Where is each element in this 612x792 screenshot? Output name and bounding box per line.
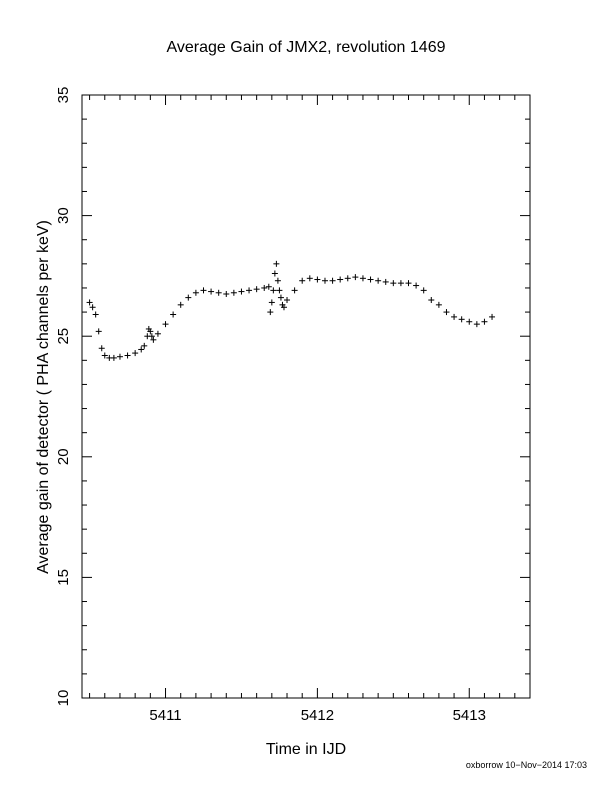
data-point	[280, 304, 287, 311]
data-point	[138, 346, 145, 353]
data-point	[170, 311, 177, 318]
data-point	[277, 294, 284, 301]
data-point	[147, 328, 154, 335]
data-point	[154, 330, 161, 337]
data-point	[435, 301, 442, 308]
data-point	[253, 286, 260, 293]
data-point	[246, 287, 253, 294]
data-point	[101, 352, 108, 359]
data-point	[306, 275, 313, 282]
data-point	[284, 297, 291, 304]
data-point	[397, 280, 404, 287]
data-point	[267, 309, 274, 316]
plot-frame	[81, 94, 531, 699]
x-tick-label: 5411	[149, 707, 181, 724]
data-point	[215, 289, 222, 296]
data-point	[352, 274, 359, 281]
y-tick-label: 15	[55, 569, 72, 586]
y-tick-label: 10	[55, 690, 72, 707]
data-point	[443, 309, 450, 316]
data-point	[382, 278, 389, 285]
data-point	[132, 350, 139, 357]
y-tick-label: 35	[55, 87, 72, 104]
data-points	[86, 260, 496, 361]
data-point	[92, 311, 99, 318]
data-point	[265, 283, 272, 290]
data-point	[458, 316, 465, 323]
x-tick-label: 5413	[453, 707, 486, 724]
data-point	[148, 333, 155, 340]
data-point	[390, 280, 397, 287]
data-point	[451, 313, 458, 320]
x-tick-label: 5412	[301, 707, 334, 724]
data-point	[185, 294, 192, 301]
data-point	[273, 260, 280, 267]
data-point	[481, 318, 488, 325]
data-point	[375, 277, 382, 284]
data-point	[89, 304, 96, 311]
data-point	[321, 277, 328, 284]
data-point	[230, 289, 237, 296]
data-point	[223, 290, 230, 297]
data-point	[299, 277, 306, 284]
data-point	[124, 352, 131, 359]
data-point	[359, 275, 366, 282]
data-point	[261, 284, 268, 291]
data-point	[110, 354, 117, 361]
data-point	[208, 288, 215, 295]
data-point	[200, 287, 207, 294]
axis-ticks	[82, 94, 531, 699]
y-axis-label: Average gain of detector ( PHA channels …	[35, 220, 52, 574]
data-point	[150, 336, 157, 343]
footer-credit: oxborrow 10−Nov−2014 17:03	[466, 760, 587, 770]
data-point	[428, 297, 435, 304]
data-point	[268, 299, 275, 306]
data-point	[98, 345, 105, 352]
data-point	[329, 277, 336, 284]
data-point	[274, 277, 281, 284]
data-point	[337, 276, 344, 283]
data-point	[95, 328, 102, 335]
data-point	[291, 287, 298, 294]
data-point	[276, 287, 283, 294]
data-point	[86, 299, 93, 306]
data-point	[270, 287, 277, 294]
data-point	[141, 342, 148, 349]
data-point	[271, 270, 278, 277]
chart-title: Average Gain of JMX2, revolution 1469	[167, 39, 446, 56]
x-axis-label: Time in IJD	[266, 741, 346, 758]
data-point	[367, 276, 374, 283]
data-point	[466, 318, 473, 325]
y-tick-label: 25	[55, 328, 72, 345]
data-point	[413, 282, 420, 289]
data-point	[116, 353, 123, 360]
data-point	[177, 301, 184, 308]
data-point	[405, 280, 412, 287]
data-point	[473, 321, 480, 328]
data-point	[344, 275, 351, 282]
data-point	[489, 313, 496, 320]
y-tick-label: 20	[55, 448, 72, 465]
y-tick-label: 30	[55, 207, 72, 224]
axis-tick-labels: 5411 5412 5413 10 15 20 25 30 35	[55, 87, 486, 724]
data-point	[192, 289, 199, 296]
data-point	[420, 287, 427, 294]
data-point	[314, 276, 321, 283]
data-point	[238, 288, 245, 295]
data-point	[162, 321, 169, 328]
